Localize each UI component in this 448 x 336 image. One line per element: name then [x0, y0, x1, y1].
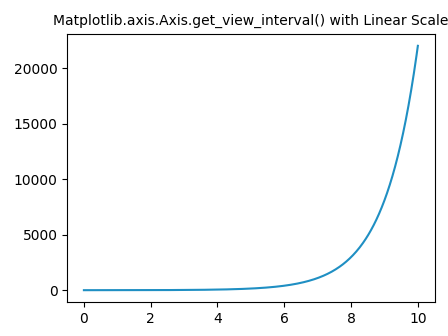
Title: Matplotlib.axis.Axis.get_view_interval() with Linear Scale: Matplotlib.axis.Axis.get_view_interval()…: [53, 14, 448, 29]
